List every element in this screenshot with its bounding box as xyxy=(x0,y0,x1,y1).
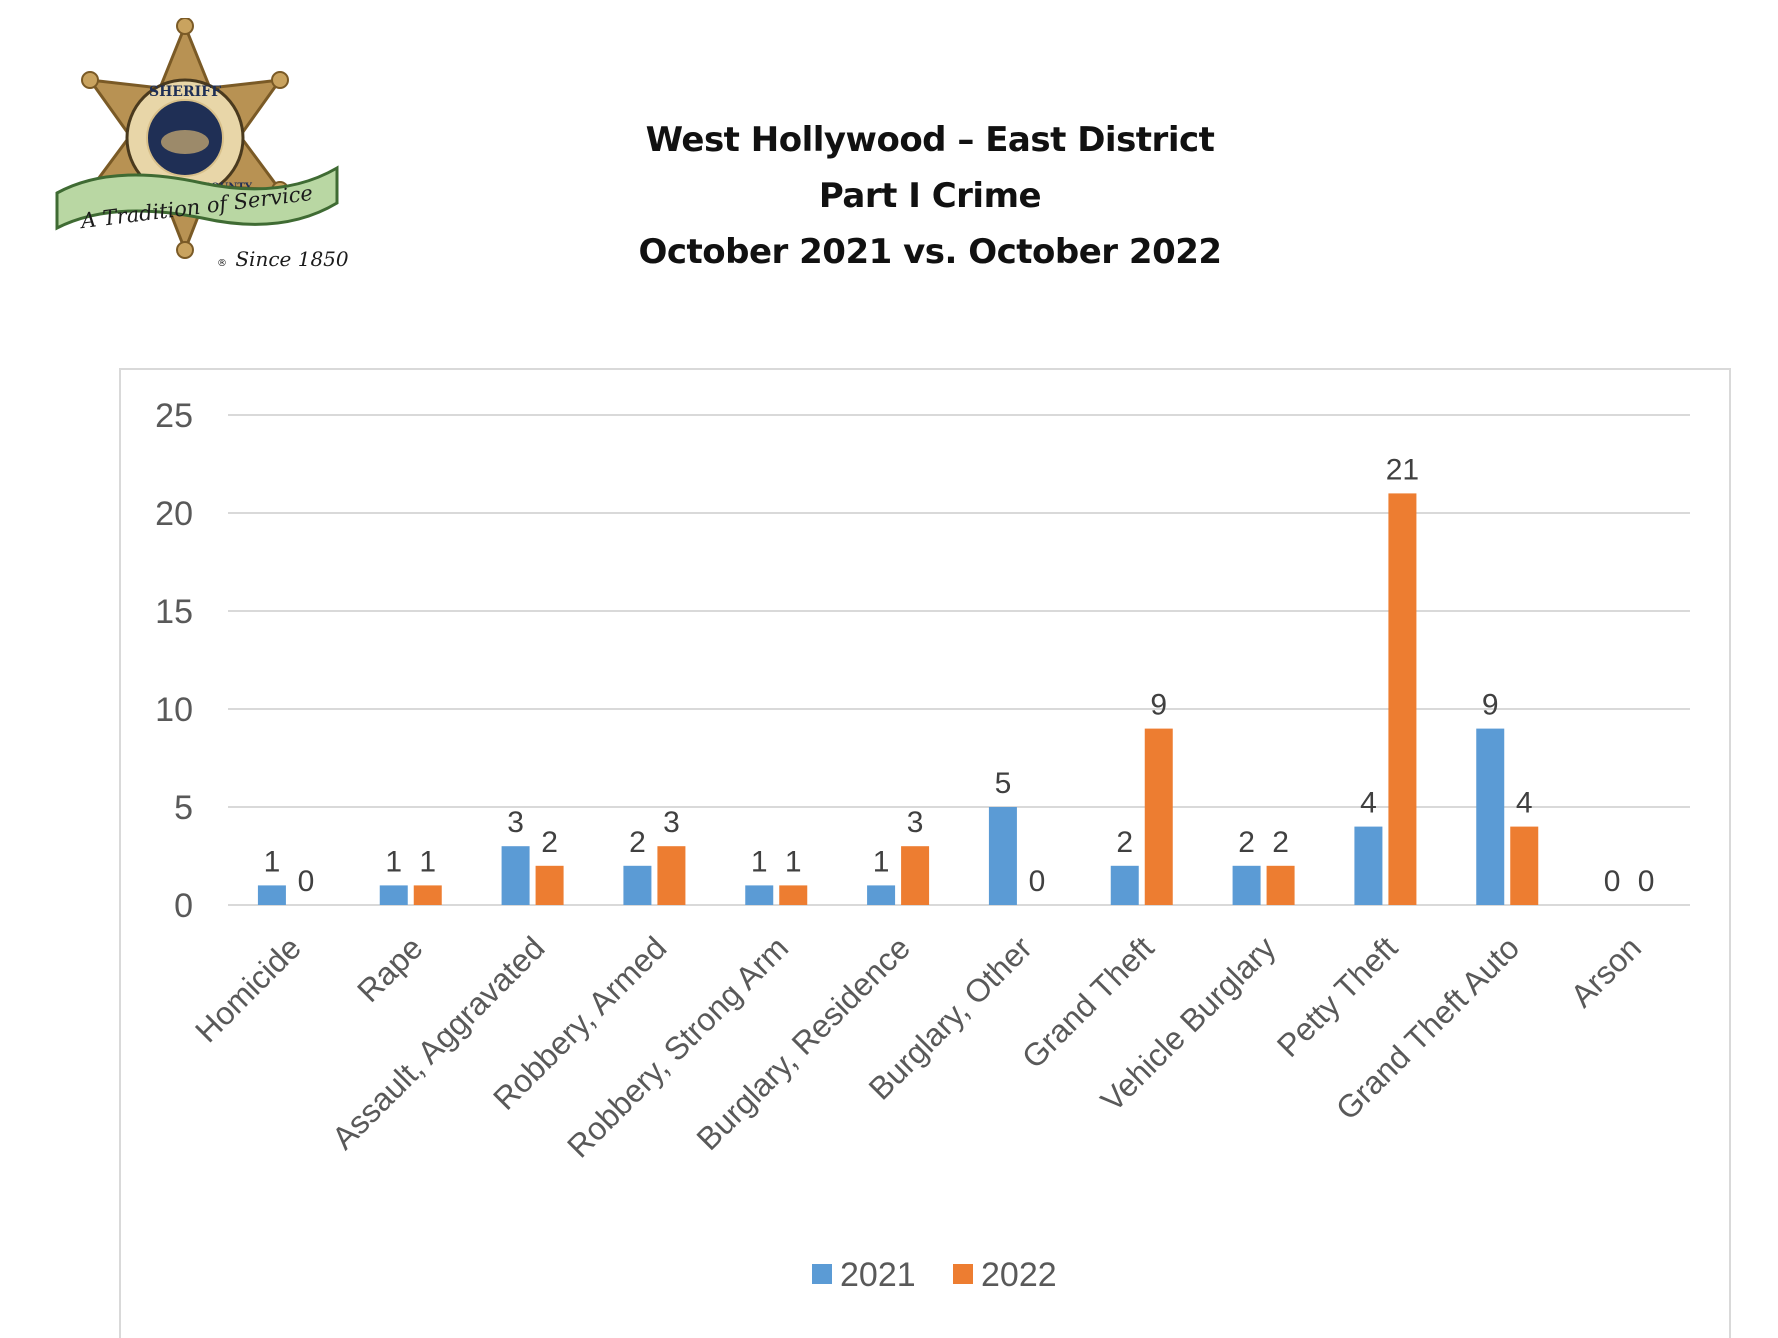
data-label-2021: 4 xyxy=(1360,787,1377,820)
data-label-2022: 3 xyxy=(663,806,680,839)
data-label-2022: 3 xyxy=(907,806,924,839)
bar-2022-3 xyxy=(535,865,564,905)
y-tick-label: 20 xyxy=(155,495,193,533)
legend-label-2021: 2021 xyxy=(840,1256,916,1294)
y-axis-ticks: 0 5 10 15 20 25 xyxy=(155,397,193,925)
bar-2022-11 xyxy=(1510,826,1539,905)
bar-2021-8 xyxy=(1110,865,1139,905)
bar-2022-5 xyxy=(779,885,808,905)
bar-2022-9 xyxy=(1266,865,1295,905)
gridlines xyxy=(228,414,1690,906)
y-tick-label: 25 xyxy=(155,397,193,435)
data-label-2021: 2 xyxy=(1116,826,1133,859)
data-label-2022: 9 xyxy=(1150,689,1167,722)
data-label-2021: 1 xyxy=(751,845,768,878)
x-category-label: Arson xyxy=(1563,929,1648,1014)
report-header: West Hollywood – East District Part I Cr… xyxy=(430,112,1430,280)
data-label-2021: 9 xyxy=(1482,689,1499,722)
data-label-2022: 0 xyxy=(1638,865,1655,898)
sheriff-star-badge-icon: SHERIFF LOS ANGELES COUNTY A Tradition o… xyxy=(55,18,349,271)
bar-2021-3 xyxy=(501,846,530,905)
data-label-2021: 1 xyxy=(385,845,402,878)
bar-2021-6 xyxy=(867,885,896,905)
data-label-2022: 0 xyxy=(1029,865,1046,898)
data-label-2021: 1 xyxy=(264,845,281,878)
bar-2022-4 xyxy=(657,846,686,905)
data-label-2022: 2 xyxy=(541,826,558,859)
bar-2021-5 xyxy=(745,885,774,905)
svg-text:SHERIFF: SHERIFF xyxy=(149,84,221,100)
bar-2022-10 xyxy=(1388,493,1417,905)
x-category-label: Burglary, Residence xyxy=(690,929,918,1157)
bar-2021-4 xyxy=(623,865,652,905)
x-category-label: Rape xyxy=(350,929,430,1009)
legend: 2021 2022 xyxy=(812,1256,1057,1294)
bar-2021-2 xyxy=(379,885,408,905)
legend-label-2022: 2022 xyxy=(981,1256,1057,1294)
y-tick-label: 5 xyxy=(174,789,193,827)
sheriff-logo: SHERIFF LOS ANGELES COUNTY A Tradition o… xyxy=(55,18,349,271)
data-label-2022: 1 xyxy=(785,845,802,878)
y-tick-label: 10 xyxy=(155,691,193,729)
data-label-2022: 0 xyxy=(298,865,315,898)
data-label-2022: 21 xyxy=(1386,453,1419,486)
data-label-2022: 4 xyxy=(1516,787,1533,820)
legend-swatch-2021 xyxy=(812,1264,832,1284)
y-tick-label: 0 xyxy=(174,887,193,925)
bar-2022-6 xyxy=(901,846,930,905)
data-label-2021: 0 xyxy=(1604,865,1621,898)
bar-2021-10 xyxy=(1354,826,1383,905)
report-subtitle: Part I Crime xyxy=(818,176,1042,216)
bar-2021-1 xyxy=(257,885,286,905)
report-title: West Hollywood – East District xyxy=(645,120,1215,160)
y-tick-label: 15 xyxy=(155,593,193,631)
data-label-2022: 2 xyxy=(1272,826,1289,859)
data-label-2021: 1 xyxy=(873,845,890,878)
legend-swatch-2022 xyxy=(953,1264,973,1284)
svg-text:Since 1850: Since 1850 xyxy=(235,247,349,271)
x-category-label: Petty Theft xyxy=(1270,929,1405,1064)
x-category-label: Homicide xyxy=(188,929,308,1049)
bar-2022-2 xyxy=(413,885,442,905)
report-period: October 2021 vs. October 2022 xyxy=(638,232,1222,272)
bar-2021-11 xyxy=(1476,728,1505,905)
svg-text:®: ® xyxy=(217,258,227,269)
x-category-label: Robbery, Strong Arm xyxy=(560,929,795,1164)
data-label-2021: 2 xyxy=(629,826,646,859)
bar-2021-7 xyxy=(988,807,1017,905)
data-label-2021: 5 xyxy=(995,767,1012,800)
data-label-2022: 1 xyxy=(419,845,436,878)
bar-2021-9 xyxy=(1232,865,1261,905)
x-category-label: Assault, Aggravated xyxy=(325,929,552,1156)
data-label-2021: 2 xyxy=(1238,826,1255,859)
bars xyxy=(257,493,1539,905)
bar-2022-8 xyxy=(1144,728,1173,905)
data-label-2021: 3 xyxy=(507,806,524,839)
